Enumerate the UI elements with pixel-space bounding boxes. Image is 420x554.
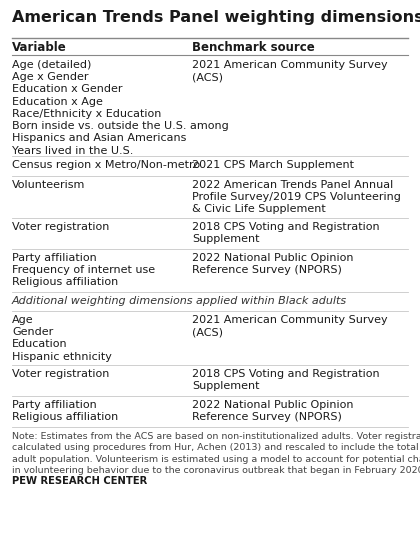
- Text: Additional weighting dimensions applied within Black adults: Additional weighting dimensions applied …: [12, 295, 347, 305]
- Text: 2021 American Community Survey
(ACS): 2021 American Community Survey (ACS): [192, 60, 388, 82]
- Text: 2022 National Public Opinion
Reference Survey (NPORS): 2022 National Public Opinion Reference S…: [192, 253, 354, 275]
- Text: Age (detailed)
Age x Gender
Education x Gender
Education x Age
Race/Ethnicity x : Age (detailed) Age x Gender Education x …: [12, 60, 229, 156]
- Text: 2021 CPS March Supplement: 2021 CPS March Supplement: [192, 160, 354, 170]
- Text: 2022 American Trends Panel Annual
Profile Survey/2019 CPS Volunteering
& Civic L: 2022 American Trends Panel Annual Profil…: [192, 179, 401, 214]
- Text: PEW RESEARCH CENTER: PEW RESEARCH CENTER: [12, 476, 147, 486]
- Text: Variable: Variable: [12, 41, 67, 54]
- Text: Age
Gender
Education
Hispanic ethnicity: Age Gender Education Hispanic ethnicity: [12, 315, 112, 362]
- Text: Note: Estimates from the ACS are based on non-institutionalized adults. Voter re: Note: Estimates from the ACS are based o…: [12, 432, 420, 475]
- Text: 2018 CPS Voting and Registration
Supplement: 2018 CPS Voting and Registration Supplem…: [192, 369, 380, 391]
- Text: Census region x Metro/Non-metro: Census region x Metro/Non-metro: [12, 160, 200, 170]
- Text: Voter registration: Voter registration: [12, 222, 109, 232]
- Text: 2022 National Public Opinion
Reference Survey (NPORS): 2022 National Public Opinion Reference S…: [192, 400, 354, 422]
- Text: Benchmark source: Benchmark source: [192, 41, 315, 54]
- Text: Volunteerism: Volunteerism: [12, 179, 85, 189]
- Text: Party affiliation
Religious affiliation: Party affiliation Religious affiliation: [12, 400, 118, 422]
- Text: Party affiliation
Frequency of internet use
Religious affiliation: Party affiliation Frequency of internet …: [12, 253, 155, 288]
- Text: 2021 American Community Survey
(ACS): 2021 American Community Survey (ACS): [192, 315, 388, 337]
- Text: Voter registration: Voter registration: [12, 369, 109, 379]
- Text: 2018 CPS Voting and Registration
Supplement: 2018 CPS Voting and Registration Supplem…: [192, 222, 380, 244]
- Text: American Trends Panel weighting dimensions: American Trends Panel weighting dimensio…: [12, 10, 420, 25]
